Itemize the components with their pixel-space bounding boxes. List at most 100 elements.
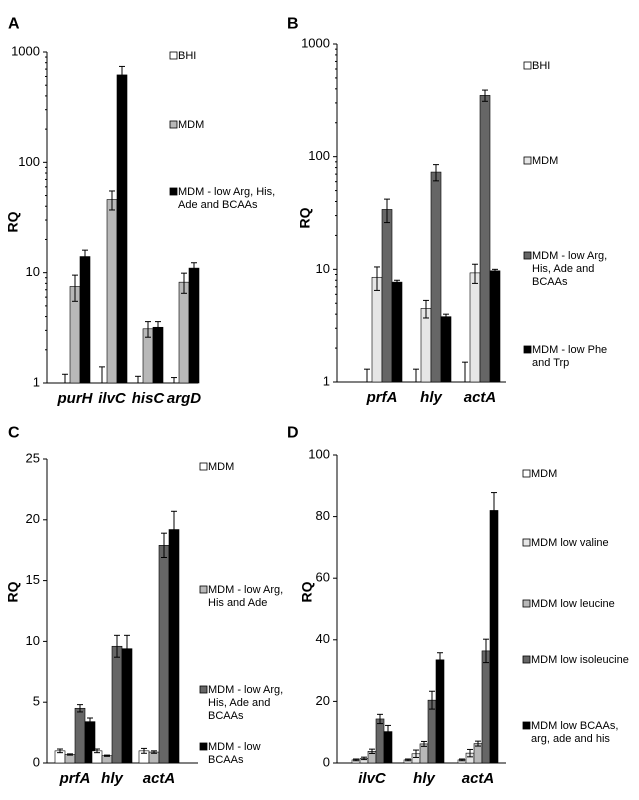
y-tick-label: 1	[33, 374, 40, 389]
legend-label-line: BCAAs	[208, 710, 244, 722]
legend-label-line: MDM low leucine	[531, 598, 615, 610]
legend-swatch	[169, 120, 178, 129]
x-category-label: actA	[143, 770, 176, 787]
bar	[74, 707, 86, 764]
bar	[479, 95, 491, 383]
bar	[64, 754, 76, 764]
panel-b: B RQ 1 10 100 1000 prfA hly actA BHI MDM MDM - low …	[287, 15, 607, 406]
y-tick-label: 100	[18, 154, 40, 169]
legend-label-line: MDM low valine	[531, 537, 609, 549]
bar	[469, 272, 481, 383]
y-axis-label: RQ	[297, 207, 313, 228]
legend-label-line: MDM	[208, 461, 234, 473]
legend-swatch	[522, 469, 531, 478]
legend-swatch	[523, 61, 532, 70]
y-tick-label: 1000	[11, 43, 40, 58]
x-category-label: argD	[167, 390, 201, 407]
legend-label: MDM - low Arg, His, Ade and BCAAs	[208, 684, 283, 722]
panel-letter: B	[287, 15, 299, 32]
legend-label-line: Ade and BCAAs	[178, 199, 258, 211]
legend-label-line: MDM	[178, 119, 204, 131]
legend-label: MDM	[178, 119, 204, 131]
panel-letter: C	[8, 424, 20, 441]
legend-label-line: His, Ade and	[532, 263, 594, 275]
bar	[391, 281, 403, 383]
legend-label-line: MDM - low Arg,	[208, 584, 283, 596]
legend-label-line: BCAAs	[532, 276, 568, 288]
y-tick-label: 1	[323, 373, 330, 388]
legend-swatch	[169, 51, 178, 60]
legend-swatch	[522, 538, 531, 547]
legend-swatch	[523, 345, 532, 354]
legend-swatch	[522, 721, 531, 730]
legend-label: MDM - low Phe and Trp	[532, 344, 607, 369]
legend-label-line: MDM - low Arg,	[208, 684, 283, 696]
bar	[381, 209, 393, 383]
legend-label-line: arg, ade and his	[531, 733, 610, 745]
legend-swatch	[169, 187, 178, 196]
legend-swatch	[199, 462, 208, 471]
legend-label: MDM - low Arg, His, Ade and BCAAs	[532, 250, 607, 288]
legend-label: MDM - low BCAAs	[208, 741, 261, 766]
y-tick-label: 40	[316, 631, 330, 646]
legend-label: MDM - low Arg, His, Ade and BCAAs	[178, 186, 275, 211]
x-category-label: actA	[464, 389, 497, 406]
panel-letter: A	[8, 15, 20, 32]
legend-label: MDM - low Arg, His and Ade	[208, 584, 283, 609]
legend-label: MDM	[531, 468, 557, 480]
legend-swatch	[523, 156, 532, 165]
legend-label: MDM low valine	[531, 537, 609, 549]
bar	[489, 510, 499, 764]
panel-letter: D	[287, 424, 299, 441]
y-tick-label: 10	[26, 633, 40, 648]
x-category-label: ilvC	[358, 770, 387, 787]
panel-c: C RQ 0 5 10 15 20 25 prfA hly actA MDM MDM - low Arg…	[5, 424, 283, 787]
legend-label: MDM low isoleucine	[531, 654, 629, 666]
y-tick-label: 25	[26, 450, 40, 465]
bar	[375, 718, 385, 764]
y-tick-label: 10	[316, 261, 330, 276]
x-category-label: hly	[420, 389, 442, 406]
y-tick-label: 1000	[301, 35, 330, 50]
legend-label: MDM	[532, 155, 558, 167]
y-axis-label: RQ	[5, 211, 21, 232]
bar	[481, 650, 491, 764]
legend-label-line: His, Ade and	[208, 697, 270, 709]
y-tick-label: 5	[33, 694, 40, 709]
bar	[489, 270, 501, 383]
bar	[188, 267, 200, 384]
bar	[152, 326, 164, 384]
legend-swatch	[199, 685, 208, 694]
legend-label-line: BHI	[532, 60, 550, 72]
legend-label-line: BCAAs	[208, 754, 244, 766]
y-tick-label: 15	[26, 572, 40, 587]
bar	[158, 545, 170, 764]
x-category-label: ilvC	[98, 390, 127, 407]
y-tick-label: 20	[26, 511, 40, 526]
legend-label-line: MDM low BCAAs,	[531, 720, 618, 732]
y-tick-label: 100	[308, 148, 330, 163]
x-category-label: actA	[462, 770, 495, 787]
x-category-label: hisC	[132, 390, 166, 407]
legend-label-line: BHI	[178, 50, 196, 62]
bar	[168, 529, 180, 764]
bar	[116, 74, 128, 384]
legend-label-line: MDM - low	[208, 741, 261, 753]
y-tick-label: 100	[308, 446, 330, 461]
legend-label-line: MDM low isoleucine	[531, 654, 629, 666]
legend-label-line: and Trp	[532, 357, 569, 369]
legend-swatch	[522, 599, 531, 608]
bar	[79, 256, 91, 384]
legend-swatch	[199, 585, 208, 594]
y-tick-label: 20	[316, 693, 330, 708]
y-tick-label: 10	[26, 264, 40, 279]
legend-label: BHI	[532, 60, 550, 72]
x-category-label: prfA	[366, 389, 398, 406]
bar	[106, 199, 118, 384]
y-axis-label: RQ	[5, 581, 21, 602]
legend-label: BHI	[178, 50, 196, 62]
bar	[435, 659, 445, 764]
legend-label: MDM low leucine	[531, 598, 615, 610]
legend-swatch	[523, 251, 532, 260]
